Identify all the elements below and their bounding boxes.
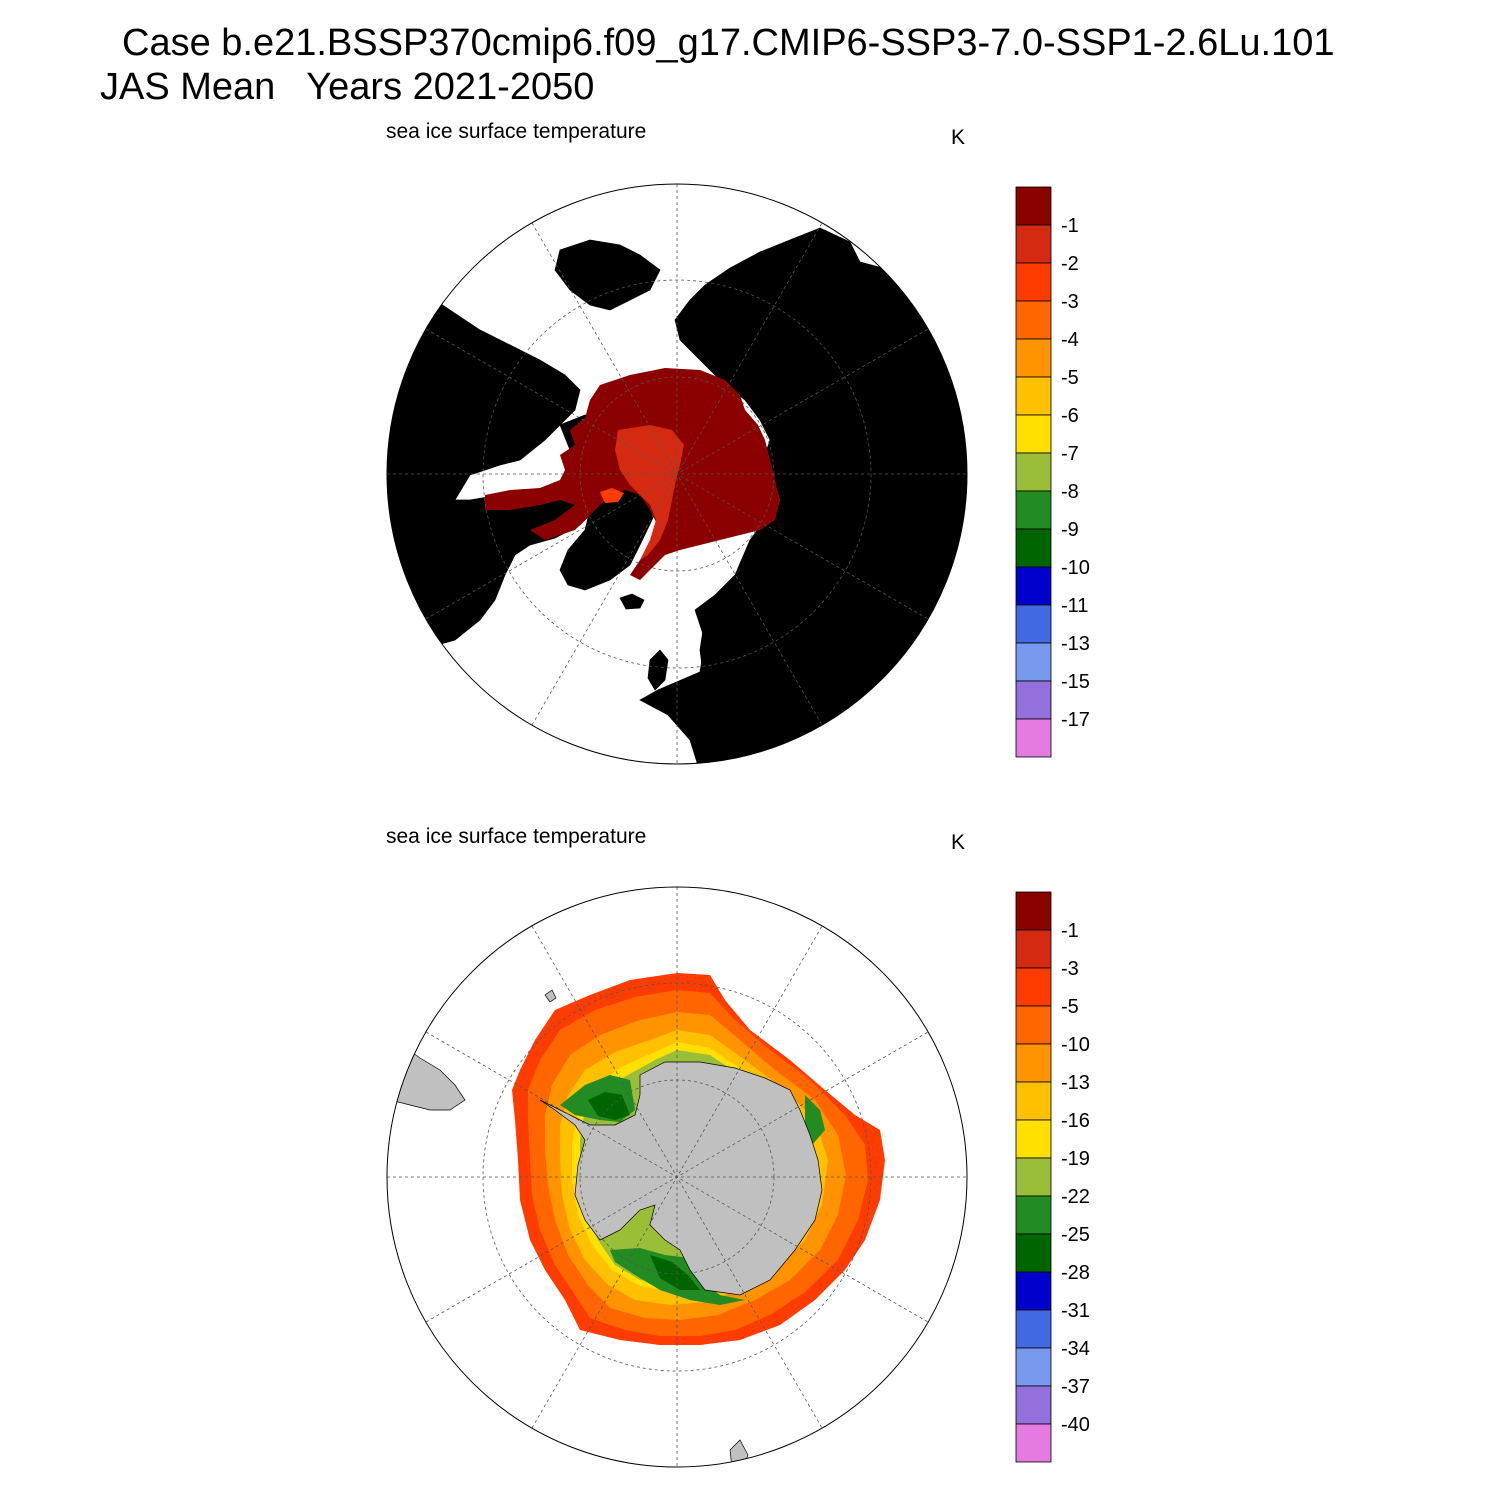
south-map-border <box>386 886 968 1468</box>
colorbar-tick-label: -34 <box>1061 1338 1090 1360</box>
colorbar-swatch <box>1015 186 1052 226</box>
south-map-content <box>389 973 885 1467</box>
north-panel-field-label: sea ice surface temperature <box>386 120 647 143</box>
colorbar-tick-label: -9 <box>1061 519 1079 541</box>
colorbar-swatch <box>1015 1157 1052 1197</box>
colorbar-tick-label: -1 <box>1061 215 1079 237</box>
colorbar-swatch <box>1015 452 1052 492</box>
colorbar-swatch <box>1015 967 1052 1007</box>
novaya-zemlya <box>857 404 889 417</box>
colorbar-swatch <box>1015 414 1052 454</box>
colorbar-swatch <box>1015 642 1052 682</box>
south-graticule <box>387 887 967 1467</box>
colorbar-swatch <box>1015 1119 1052 1159</box>
north-graticule <box>387 184 967 764</box>
ice-band-minus25 <box>588 1092 700 1290</box>
sea-ice-band-minus2 <box>615 425 684 560</box>
south-polar-map <box>386 886 968 1468</box>
colorbar-tick-label: -10 <box>1061 1034 1090 1056</box>
colorbar-tick-label: -3 <box>1061 958 1079 980</box>
colorbar-swatch <box>1015 262 1052 302</box>
colorbar-swatch <box>1015 1195 1052 1235</box>
north-polar-map <box>386 183 968 765</box>
colorbar-tick-label: -37 <box>1061 1376 1090 1398</box>
colorbar-swatch <box>1015 528 1052 568</box>
alaska-landmass <box>554 239 661 311</box>
british-isles <box>647 649 669 691</box>
colorbar-tick-label: -8 <box>1061 481 1079 503</box>
colorbar-swatch <box>1015 929 1052 969</box>
colorbar-swatch <box>1015 1271 1052 1311</box>
colorbar-swatch <box>1015 1233 1052 1273</box>
colorbar-tick-label: -17 <box>1061 709 1090 731</box>
colorbar-tick-label: -22 <box>1061 1186 1090 1208</box>
north-colorbar: -1 -2 -3 -4 -5 -6 -7 -8 -9 -10 -11 -13 -15 -17 <box>1015 186 1090 758</box>
colorbar-tick-label: -5 <box>1061 996 1079 1018</box>
colorbar-tick-label: -13 <box>1061 1072 1090 1094</box>
north-map-content <box>387 227 967 764</box>
colorbar-swatch <box>1015 1347 1052 1387</box>
sea-ice-band-minus3 <box>600 488 624 503</box>
north-panel-unit-label: K <box>951 126 966 149</box>
colorbar-tick-label: -4 <box>1061 329 1079 351</box>
colorbar-swatch <box>1015 300 1052 340</box>
colorbar-swatch <box>1015 680 1052 720</box>
colorbar-tick-label: -10 <box>1061 557 1090 579</box>
ice-band-minus22 <box>560 1075 825 1305</box>
colorbar-swatch <box>1015 891 1052 931</box>
scandinavia-landmass <box>699 584 771 701</box>
colorbar-tick-label: -40 <box>1061 1414 1090 1436</box>
colorbar-swatch <box>1015 1423 1052 1463</box>
iceland <box>619 593 645 610</box>
antarctica-landmass <box>539 1061 823 1296</box>
colorbar-tick-label: -5 <box>1061 367 1079 389</box>
colorbar-tick-label: -11 <box>1061 595 1088 617</box>
colorbar-swatch <box>1015 224 1052 264</box>
colorbar-swatch <box>1015 1005 1052 1045</box>
colorbar-tick-label: -16 <box>1061 1110 1090 1132</box>
colorbar-swatch <box>1015 718 1052 758</box>
south-georgia-island <box>544 989 557 1003</box>
colorbar-swatch <box>1015 490 1052 530</box>
colorbar-swatch <box>1015 1309 1052 1349</box>
colorbar-swatch <box>1015 1385 1052 1425</box>
arctic-sea-ice <box>485 368 780 580</box>
colorbar-swatch <box>1015 604 1052 644</box>
figure-title-line-1: Case b.e21.BSSP370cmip6.f09_g17.CMIP6-SS… <box>122 22 1335 64</box>
colorbar-tick-label: -6 <box>1061 405 1079 427</box>
colorbar-swatch <box>1015 376 1052 416</box>
colorbar-tick-label: -7 <box>1061 443 1079 465</box>
colorbar-tick-label: -19 <box>1061 1148 1090 1170</box>
colorbar-tick-label: -3 <box>1061 291 1079 313</box>
colorbar-swatch <box>1015 1081 1052 1121</box>
figure-title-line-2: JAS Mean Years 2021-2050 <box>100 66 595 108</box>
colorbar-tick-label: -1 <box>1061 920 1079 942</box>
colorbar-swatch <box>1015 1043 1052 1083</box>
south-panel-unit-label: K <box>951 831 966 854</box>
colorbar-tick-label: -25 <box>1061 1224 1090 1246</box>
colorbar-tick-label: -28 <box>1061 1262 1090 1284</box>
colorbar-swatch <box>1015 566 1052 606</box>
colorbar-tick-label: -15 <box>1061 671 1090 693</box>
colorbar-swatch <box>1015 338 1052 378</box>
south-panel-field-label: sea ice surface temperature <box>386 825 647 848</box>
south-colorbar: -1 -3 -5 -10 -13 -16 -19 -22 -25 -28 -31 -34 -37 -40 <box>1015 891 1090 1463</box>
colorbar-tick-label: -31 <box>1061 1300 1090 1322</box>
north-map-border <box>386 183 968 765</box>
colorbar-tick-label: -2 <box>1061 253 1079 275</box>
colorbar-tick-label: -13 <box>1061 633 1090 655</box>
